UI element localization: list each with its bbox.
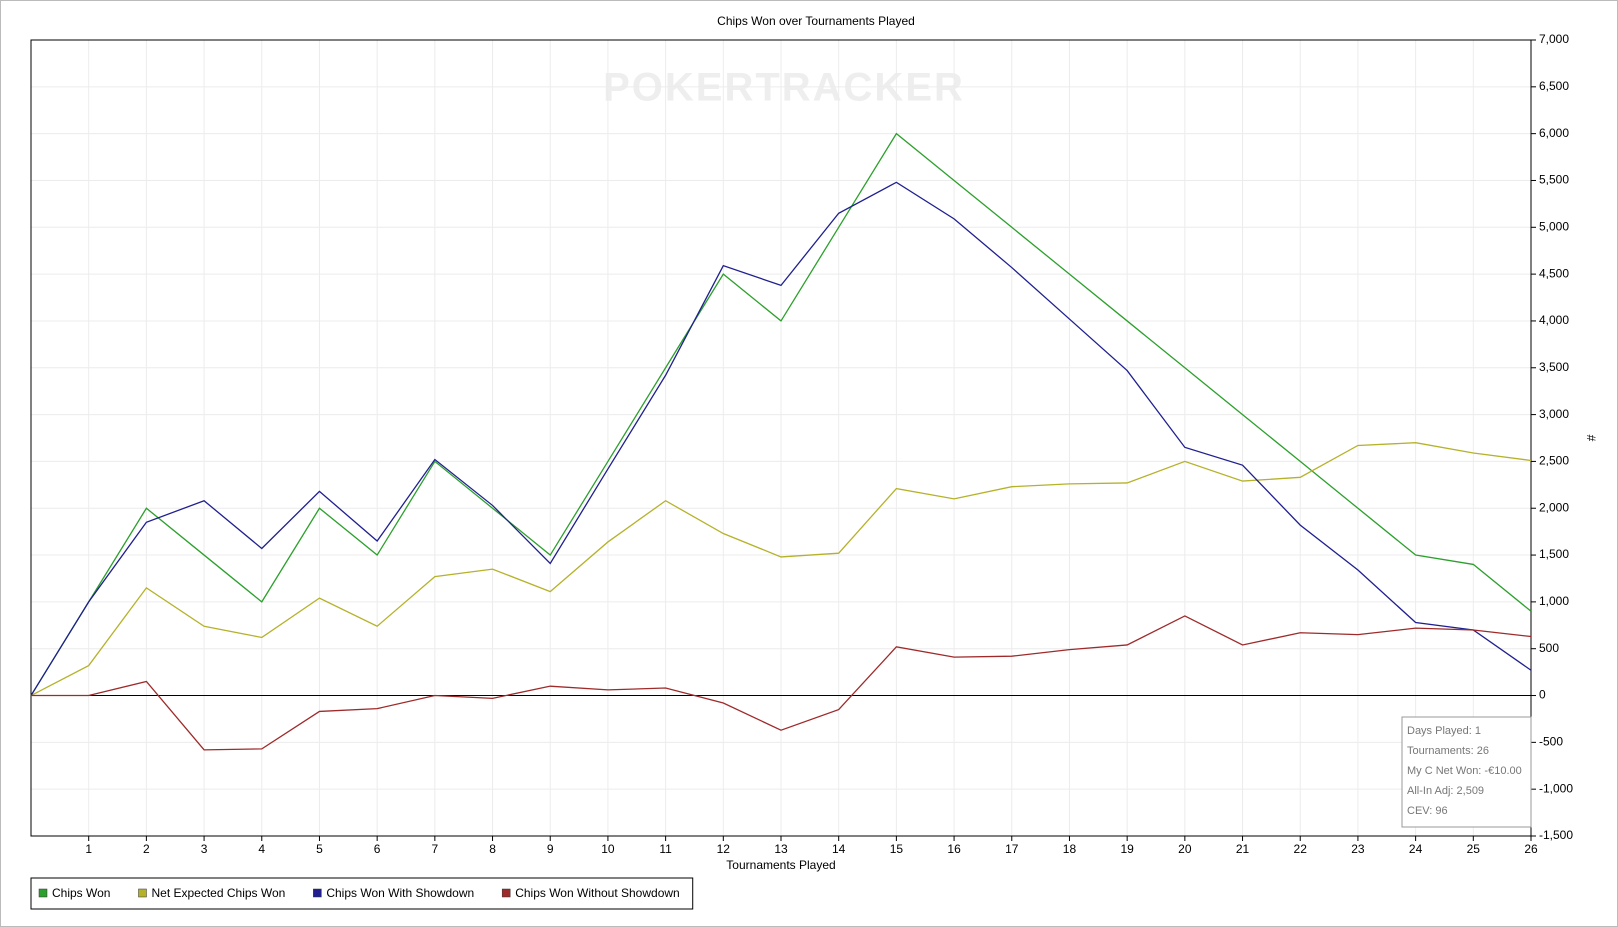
y-tick-label: 6,500 <box>1539 79 1569 93</box>
x-tick-label: 7 <box>432 842 439 856</box>
x-tick-label: 1 <box>85 842 92 856</box>
x-tick-label: 14 <box>832 842 846 856</box>
info-text: Tournaments: 26 <box>1407 745 1489 757</box>
x-tick-label: 16 <box>947 842 961 856</box>
legend-swatch <box>501 888 511 898</box>
y-tick-label: 1,000 <box>1539 594 1569 608</box>
legend-label: Chips Won <box>52 886 110 900</box>
info-box-frame <box>1401 716 1532 828</box>
x-tick-label: 11 <box>659 842 672 856</box>
series-line <box>31 615 1532 751</box>
x-axis-label: Tournaments Played <box>726 858 835 872</box>
info-text: Days Played: 1 <box>1407 725 1481 737</box>
x-tick-label: 26 <box>1524 842 1538 856</box>
legend-label: Chips Won With Showdown <box>326 886 474 900</box>
y-tick-label: 7,000 <box>1539 32 1569 46</box>
x-tick-label: 17 <box>1005 842 1019 856</box>
info-box: Days Played: 1 Tournaments: 26 My C Net Wo… <box>1401 716 1532 828</box>
x-tick-label: 24 <box>1409 842 1423 856</box>
x-tick-label: 15 <box>890 842 904 856</box>
x-tick-label: 18 <box>1063 842 1077 856</box>
y-tick-label: -1,000 <box>1539 781 1573 795</box>
x-tick-label: 23 <box>1351 842 1365 856</box>
x-tick-label: 9 <box>547 842 554 856</box>
x-tick-label: 19 <box>1120 842 1134 856</box>
x-tick-label: 8 <box>489 842 496 856</box>
y-tick-label: 3,000 <box>1539 407 1569 421</box>
series-line <box>30 181 1532 696</box>
x-tick-label: 25 <box>1467 842 1481 856</box>
info-text: CEV: 96 <box>1407 805 1448 817</box>
legend-swatch <box>138 888 147 898</box>
x-tick-label: 22 <box>1294 842 1308 856</box>
y-tick-label: 500 <box>1539 641 1559 655</box>
info-text: All-In Adj: 2,509 <box>1407 785 1484 797</box>
x-tick-label: 2 <box>143 842 150 856</box>
x-tick-label: 3 <box>201 842 208 856</box>
y-tick-label: 5,500 <box>1539 173 1569 187</box>
y-tick-label: 6,000 <box>1539 126 1569 140</box>
x-tick-label: 5 <box>316 842 323 856</box>
y-tick-label: 5,000 <box>1539 219 1569 233</box>
x-tick-label: 13 <box>774 842 788 856</box>
y-tick-label: 0 <box>1539 688 1546 702</box>
series-line <box>30 442 1532 697</box>
legend-swatch <box>313 888 322 898</box>
y-tick-label: -500 <box>1539 735 1563 749</box>
y-tick-label: 4,000 <box>1539 313 1569 327</box>
watermark: POKERTRACKER <box>603 66 965 110</box>
y-tick-label: 4,500 <box>1539 266 1569 280</box>
x-tick-label: 6 <box>374 842 381 856</box>
y-tick-label: 2,000 <box>1539 500 1569 514</box>
plot-area <box>30 39 1532 837</box>
y-tick-label: -1,500 <box>1539 828 1573 842</box>
x-tick-label: 12 <box>717 842 731 856</box>
series-line <box>30 132 1532 696</box>
x-tick-label: 4 <box>258 842 265 856</box>
y-tick-label: 3,500 <box>1539 360 1569 374</box>
chart-title: Chips Won over Tournaments Played <box>717 14 915 28</box>
info-text: My C Net Won: -€10.00 <box>1407 765 1522 777</box>
y-axis-label: # <box>1584 435 1598 442</box>
y-tick-label: 2,500 <box>1539 454 1569 468</box>
y-tick-label: 1,500 <box>1539 547 1569 561</box>
x-tick-label: 20 <box>1178 842 1192 856</box>
legend: Chips Won Net Expected Chips Won Chips Won… <box>30 877 694 910</box>
legend-label: Chips Won Without Showdown <box>515 886 680 900</box>
x-tick-label: 21 <box>1236 842 1250 856</box>
x-tick-label: 10 <box>601 842 615 856</box>
legend-swatch <box>38 888 48 898</box>
legend-label: Net Expected Chips Won <box>151 886 285 900</box>
